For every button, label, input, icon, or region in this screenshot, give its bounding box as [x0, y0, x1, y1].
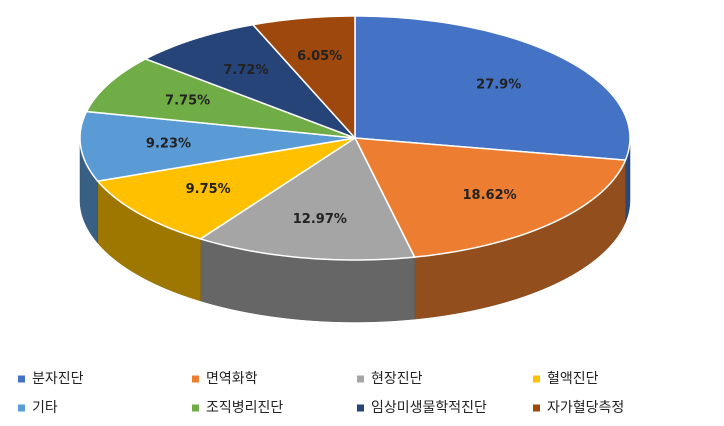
- legend-label: 기타: [32, 400, 58, 416]
- legend-marker: [192, 404, 199, 412]
- slice: [143, 23, 356, 139]
- slice: [96, 137, 356, 240]
- pie-sides: [79, 137, 631, 323]
- legend-label: 분자진단: [32, 371, 84, 387]
- legend-marker: [533, 375, 540, 383]
- data-label: 12.97%: [293, 212, 347, 227]
- legend-label: 자가혈당측정: [547, 400, 624, 416]
- data-label: 7.72%: [223, 63, 268, 78]
- legend-marker: [533, 404, 540, 412]
- legend-label: 임상미생물학적진단: [371, 400, 487, 416]
- slice: [85, 58, 356, 139]
- legend-label: 면역화학: [206, 371, 258, 387]
- pie-labels: 27.9% 18.62% 12.97% 9.75% 9.23% 7.75% 7.72% 6.0…: [146, 49, 521, 227]
- pie-tops: [79, 15, 631, 261]
- data-label: 9.23%: [146, 136, 191, 151]
- data-label: 6.05%: [297, 49, 342, 64]
- legend-marker: [357, 404, 364, 412]
- data-label: 7.75%: [165, 94, 210, 109]
- legend-marker: [18, 375, 25, 383]
- legend-label: 혈액진단: [547, 371, 599, 387]
- legend-marker: [357, 375, 364, 383]
- slice: [354, 15, 631, 161]
- legend-marker: [18, 404, 25, 412]
- data-label: 9.75%: [186, 182, 231, 197]
- legend-label: 현장진단: [371, 371, 423, 387]
- slice: [79, 110, 356, 182]
- slice: [198, 136, 416, 261]
- data-label: 18.62%: [463, 188, 517, 203]
- data-label: 27.9%: [476, 77, 521, 92]
- slice: [353, 137, 627, 258]
- slice: [251, 15, 356, 140]
- legend-label: 조직병리진단: [206, 400, 283, 416]
- legend-marker: [192, 375, 199, 383]
